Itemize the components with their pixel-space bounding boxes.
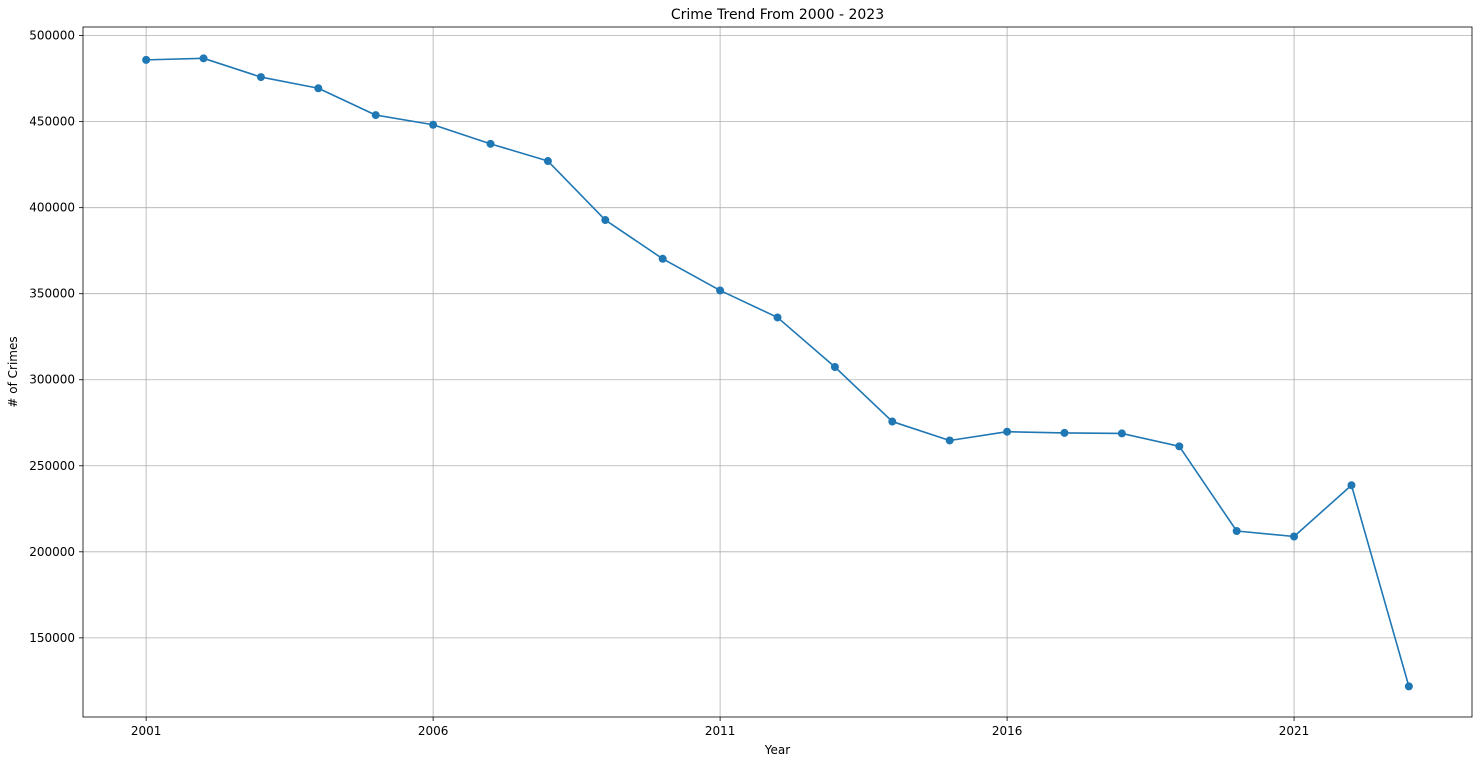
data-point: [1175, 442, 1184, 451]
data-point: [486, 139, 495, 148]
data-point: [199, 54, 208, 63]
series-line: [146, 57, 1410, 687]
y-tick-label: 150000: [29, 631, 75, 645]
data-point: [945, 436, 954, 445]
y-tick-label: 250000: [29, 459, 75, 473]
chart-title: Crime Trend From 2000 - 2023: [671, 7, 884, 23]
x-tick-label: 2021: [1279, 724, 1310, 738]
axis-ticks: 2001 2006 2011 2016 2021 150000 200000 250000 30…: [29, 29, 1309, 738]
y-tick-label: 500000: [29, 29, 75, 43]
data-point: [830, 363, 839, 372]
data-point: [543, 157, 552, 166]
data-point: [1060, 428, 1069, 437]
y-tick-label: 400000: [29, 201, 75, 215]
x-tick-label: 2016: [992, 724, 1023, 738]
data-point: [1347, 481, 1356, 490]
y-tick-label: 450000: [29, 115, 75, 129]
data-point: [716, 286, 725, 295]
data-points: [142, 54, 1413, 691]
plot-frame: [82, 26, 1473, 718]
data-point: [314, 84, 323, 93]
data-point: [1232, 526, 1241, 535]
x-axis-title: Year: [764, 743, 790, 757]
y-tick-label: 300000: [29, 373, 75, 387]
data-point: [1290, 532, 1299, 541]
data-point: [256, 73, 265, 82]
x-tick-label: 2011: [705, 724, 736, 738]
data-point: [142, 55, 151, 64]
data-point: [371, 111, 380, 120]
data-point: [1404, 682, 1413, 691]
series-line-layer: [146, 57, 1410, 687]
x-tick-label: 2006: [418, 724, 449, 738]
data-point: [429, 120, 438, 129]
data-point: [1117, 429, 1126, 438]
grid: [83, 27, 1472, 717]
data-point: [773, 313, 782, 322]
y-tick-label: 200000: [29, 545, 75, 559]
y-tick-label: 350000: [29, 287, 75, 301]
data-point: [658, 254, 667, 263]
data-point: [601, 216, 610, 225]
y-axis-title: # of Crimes: [6, 336, 20, 407]
data-point: [1003, 427, 1012, 436]
data-point: [888, 417, 897, 426]
x-tick-label: 2001: [131, 724, 162, 738]
